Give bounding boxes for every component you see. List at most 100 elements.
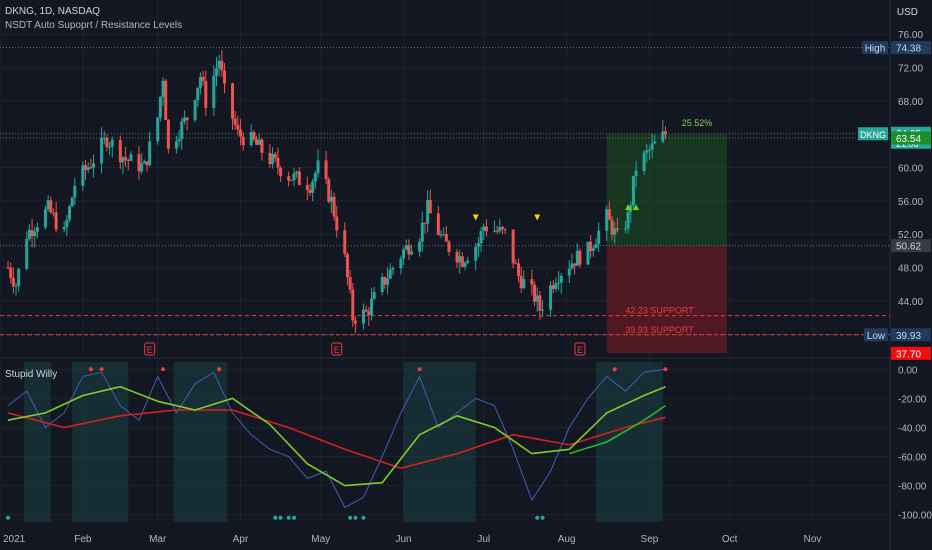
- osc-tick-label: -20.00: [898, 394, 927, 405]
- candle-body: [17, 268, 21, 286]
- oscillator-fast-line: [7, 385, 666, 487]
- buy-signal-marker: [633, 204, 640, 211]
- candle-body: [198, 76, 202, 88]
- support-label: 39.93 SUPPORT: [625, 325, 694, 335]
- level-price-tag-bg: [891, 239, 931, 253]
- osc-bottom-dot: [291, 515, 296, 520]
- candle-body: [591, 248, 595, 252]
- candle-body: [249, 132, 253, 146]
- candle-body: [511, 229, 515, 264]
- x-tick-label: Nov: [804, 534, 822, 545]
- candle-body: [439, 234, 443, 236]
- y-tick-label: 68.00: [898, 97, 923, 108]
- x-tick-label: Apr: [233, 534, 249, 545]
- candle-body: [516, 263, 520, 276]
- candle-body: [11, 277, 15, 287]
- candle-body: [383, 277, 387, 285]
- x-tick-label: Mar: [149, 534, 167, 545]
- candle-body: [65, 219, 69, 228]
- candle-body: [541, 309, 545, 311]
- candle-body: [351, 289, 355, 321]
- candle-body: [30, 229, 34, 237]
- candle-body: [35, 227, 39, 232]
- indicator-name[interactable]: NSDT Auto Supoprt / Resistance Levels: [5, 20, 183, 31]
- candle-body: [204, 80, 208, 108]
- candle-body: [650, 143, 654, 150]
- candle-body: [503, 228, 507, 230]
- y-tick-label: 72.00: [898, 64, 923, 75]
- candle-body: [129, 154, 133, 161]
- candle-body: [287, 176, 291, 181]
- osc-bottom-dot: [535, 515, 540, 520]
- low-price-tag-bg: [891, 328, 931, 342]
- candle-body: [201, 76, 205, 81]
- candle-body: [220, 60, 224, 71]
- candle-body: [182, 117, 186, 122]
- candle-body: [260, 139, 264, 153]
- osc-tick-label: -100.00: [898, 511, 932, 522]
- candle-body: [327, 179, 331, 202]
- candle-body: [663, 131, 667, 135]
- candle-body: [388, 269, 392, 279]
- y-tick-label: 52.00: [898, 230, 923, 241]
- x-tick-label: Feb: [74, 534, 92, 545]
- osc-bottom-dot: [6, 515, 11, 520]
- candle-body: [610, 219, 614, 235]
- x-tick-label: Oct: [722, 534, 738, 545]
- candle-body: [86, 167, 90, 170]
- candle-body: [613, 228, 617, 235]
- candle-body: [292, 173, 296, 180]
- candle-body: [46, 200, 50, 210]
- osc-bottom-dot: [353, 515, 358, 520]
- oscillator-name[interactable]: Stupid Willy: [5, 369, 58, 380]
- candle-body: [410, 251, 414, 255]
- x-tick-label: Aug: [558, 534, 576, 545]
- candle-body: [9, 267, 13, 278]
- candle-body: [241, 136, 245, 146]
- candle-body: [257, 139, 261, 145]
- high-price-tag-bg: [891, 41, 931, 55]
- candle-body: [214, 68, 218, 76]
- candle-body: [51, 212, 55, 214]
- candle-body: [54, 212, 58, 230]
- candle-body: [84, 165, 88, 170]
- candle-body: [631, 175, 635, 206]
- candle-body: [164, 80, 168, 120]
- candle-body: [145, 161, 149, 166]
- candle-body: [460, 256, 464, 267]
- entry-price-tag: 63.54: [896, 134, 921, 145]
- candle-body: [324, 160, 328, 180]
- osc-shade: [403, 362, 476, 522]
- candle-body: [148, 141, 152, 166]
- candle-body: [118, 139, 122, 163]
- candle-body: [308, 189, 312, 193]
- entry-price-tag-bg: [891, 131, 931, 145]
- candle-body: [70, 197, 74, 207]
- osc-top-dot: [417, 367, 422, 372]
- candle-body: [642, 152, 646, 171]
- candle-body: [311, 181, 315, 193]
- candle-body: [500, 226, 504, 229]
- sell-signal-marker: [534, 214, 541, 221]
- candle-body: [276, 157, 280, 168]
- candle-body: [575, 250, 579, 266]
- earnings-marker-label: E: [334, 345, 340, 355]
- symbol-line[interactable]: DKNG, 1D, NASDAQ: [5, 6, 101, 17]
- x-tick-label: Jun: [396, 534, 412, 545]
- osc-top-dot: [612, 367, 617, 372]
- candle-body: [404, 245, 408, 250]
- candle-body: [305, 185, 309, 190]
- candle-body: [108, 146, 112, 148]
- osc-bottom-dot: [278, 515, 283, 520]
- osc-bottom-dot: [361, 515, 366, 520]
- osc-bottom-dot: [286, 515, 291, 520]
- candle-body: [554, 283, 558, 289]
- candle-body: [193, 100, 197, 121]
- candle-body: [121, 157, 125, 163]
- y-tick-label: 56.00: [898, 197, 923, 208]
- osc-bottom-dot: [273, 515, 278, 520]
- candle-body: [233, 118, 237, 125]
- candle-body: [43, 209, 47, 228]
- candle-body: [538, 295, 542, 311]
